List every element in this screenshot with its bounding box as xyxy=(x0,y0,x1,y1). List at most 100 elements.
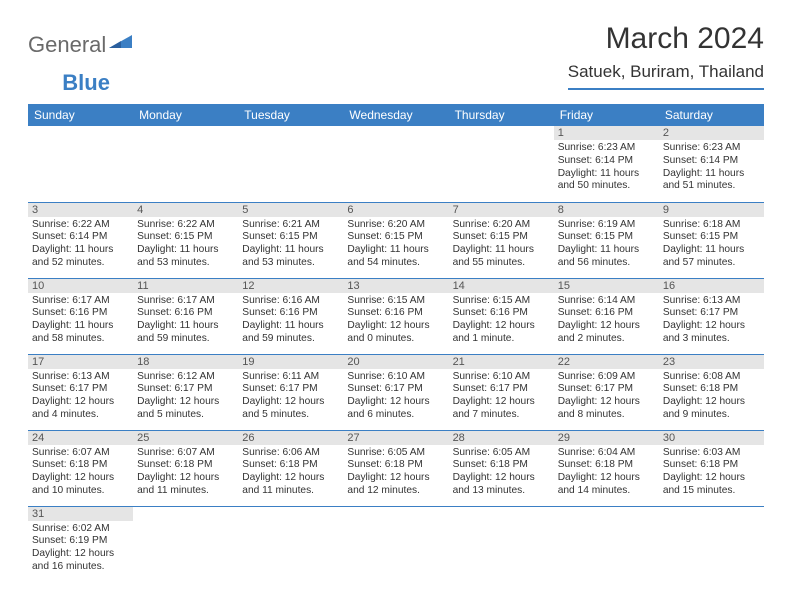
day-details: Sunrise: 6:04 AMSunset: 6:18 PMDaylight:… xyxy=(554,445,659,502)
calendar-cell: 7Sunrise: 6:20 AMSunset: 6:15 PMDaylight… xyxy=(449,202,554,278)
daylight-text: Daylight: 12 hours and 5 minutes. xyxy=(137,396,234,422)
sunset-text: Sunset: 6:16 PM xyxy=(558,307,655,320)
calendar-cell xyxy=(659,506,764,582)
day-details: Sunrise: 6:03 AMSunset: 6:18 PMDaylight:… xyxy=(659,445,764,502)
daylight-text: Daylight: 12 hours and 8 minutes. xyxy=(558,396,655,422)
sunset-text: Sunset: 6:16 PM xyxy=(32,307,129,320)
day-number: 12 xyxy=(238,279,343,293)
day-details: Sunrise: 6:05 AMSunset: 6:18 PMDaylight:… xyxy=(449,445,554,502)
sunset-text: Sunset: 6:15 PM xyxy=(453,231,550,244)
day-details: Sunrise: 6:20 AMSunset: 6:15 PMDaylight:… xyxy=(449,217,554,274)
sunrise-text: Sunrise: 6:02 AM xyxy=(32,523,129,536)
calendar-page: General March 2024 Satuek, Buriram, Thai… xyxy=(0,0,792,604)
sunrise-text: Sunrise: 6:04 AM xyxy=(558,447,655,460)
daylight-text: Daylight: 12 hours and 7 minutes. xyxy=(453,396,550,422)
weekday-header-row: Sunday Monday Tuesday Wednesday Thursday… xyxy=(28,104,764,126)
calendar-cell: 4Sunrise: 6:22 AMSunset: 6:15 PMDaylight… xyxy=(133,202,238,278)
day-details: Sunrise: 6:17 AMSunset: 6:16 PMDaylight:… xyxy=(28,293,133,350)
day-number: 23 xyxy=(659,355,764,369)
daylight-text: Daylight: 11 hours and 50 minutes. xyxy=(558,168,655,194)
daylight-text: Daylight: 12 hours and 11 minutes. xyxy=(137,472,234,498)
day-number: 13 xyxy=(343,279,448,293)
calendar-cell: 25Sunrise: 6:07 AMSunset: 6:18 PMDayligh… xyxy=(133,430,238,506)
day-number: 29 xyxy=(554,431,659,445)
calendar-cell: 9Sunrise: 6:18 AMSunset: 6:15 PMDaylight… xyxy=(659,202,764,278)
sunset-text: Sunset: 6:17 PM xyxy=(558,383,655,396)
sunrise-text: Sunrise: 6:15 AM xyxy=(347,295,444,308)
day-details: Sunrise: 6:11 AMSunset: 6:17 PMDaylight:… xyxy=(238,369,343,426)
daylight-text: Daylight: 11 hours and 59 minutes. xyxy=(242,320,339,346)
calendar-row: 1Sunrise: 6:23 AMSunset: 6:14 PMDaylight… xyxy=(28,126,764,202)
day-number: 30 xyxy=(659,431,764,445)
daylight-text: Daylight: 12 hours and 16 minutes. xyxy=(32,548,129,574)
day-number: 1 xyxy=(554,126,659,140)
flag-icon xyxy=(108,32,134,58)
calendar-row: 3Sunrise: 6:22 AMSunset: 6:14 PMDaylight… xyxy=(28,202,764,278)
logo-text-blue: Blue xyxy=(62,70,110,96)
day-details: Sunrise: 6:15 AMSunset: 6:16 PMDaylight:… xyxy=(343,293,448,350)
day-details: Sunrise: 6:08 AMSunset: 6:18 PMDaylight:… xyxy=(659,369,764,426)
day-details: Sunrise: 6:14 AMSunset: 6:16 PMDaylight:… xyxy=(554,293,659,350)
logo-text-general: General xyxy=(28,32,106,58)
sunrise-text: Sunrise: 6:21 AM xyxy=(242,219,339,232)
day-number: 27 xyxy=(343,431,448,445)
col-tuesday: Tuesday xyxy=(238,104,343,126)
calendar-cell: 20Sunrise: 6:10 AMSunset: 6:17 PMDayligh… xyxy=(343,354,448,430)
sunrise-text: Sunrise: 6:06 AM xyxy=(242,447,339,460)
calendar-cell xyxy=(28,126,133,202)
col-wednesday: Wednesday xyxy=(343,104,448,126)
day-details: Sunrise: 6:19 AMSunset: 6:15 PMDaylight:… xyxy=(554,217,659,274)
day-number: 20 xyxy=(343,355,448,369)
daylight-text: Daylight: 11 hours and 51 minutes. xyxy=(663,168,760,194)
day-number: 19 xyxy=(238,355,343,369)
calendar-cell xyxy=(133,506,238,582)
day-details: Sunrise: 6:17 AMSunset: 6:16 PMDaylight:… xyxy=(133,293,238,350)
daylight-text: Daylight: 11 hours and 55 minutes. xyxy=(453,244,550,270)
day-details: Sunrise: 6:23 AMSunset: 6:14 PMDaylight:… xyxy=(659,140,764,197)
day-number: 24 xyxy=(28,431,133,445)
sunrise-text: Sunrise: 6:23 AM xyxy=(663,142,760,155)
calendar-cell xyxy=(343,506,448,582)
sunset-text: Sunset: 6:14 PM xyxy=(663,155,760,168)
daylight-text: Daylight: 12 hours and 13 minutes. xyxy=(453,472,550,498)
calendar-cell: 19Sunrise: 6:11 AMSunset: 6:17 PMDayligh… xyxy=(238,354,343,430)
calendar-cell: 6Sunrise: 6:20 AMSunset: 6:15 PMDaylight… xyxy=(343,202,448,278)
sunrise-text: Sunrise: 6:12 AM xyxy=(137,371,234,384)
calendar-cell: 24Sunrise: 6:07 AMSunset: 6:18 PMDayligh… xyxy=(28,430,133,506)
col-friday: Friday xyxy=(554,104,659,126)
daylight-text: Daylight: 11 hours and 52 minutes. xyxy=(32,244,129,270)
sunset-text: Sunset: 6:15 PM xyxy=(558,231,655,244)
calendar-cell xyxy=(449,506,554,582)
sunset-text: Sunset: 6:18 PM xyxy=(32,459,129,472)
sunrise-text: Sunrise: 6:19 AM xyxy=(558,219,655,232)
day-details: Sunrise: 6:12 AMSunset: 6:17 PMDaylight:… xyxy=(133,369,238,426)
sunset-text: Sunset: 6:17 PM xyxy=(347,383,444,396)
day-number: 5 xyxy=(238,203,343,217)
day-number: 31 xyxy=(28,507,133,521)
daylight-text: Daylight: 12 hours and 14 minutes. xyxy=(558,472,655,498)
day-details: Sunrise: 6:21 AMSunset: 6:15 PMDaylight:… xyxy=(238,217,343,274)
day-number: 2 xyxy=(659,126,764,140)
daylight-text: Daylight: 11 hours and 59 minutes. xyxy=(137,320,234,346)
col-saturday: Saturday xyxy=(659,104,764,126)
sunset-text: Sunset: 6:18 PM xyxy=(663,383,760,396)
sunset-text: Sunset: 6:14 PM xyxy=(558,155,655,168)
day-number: 26 xyxy=(238,431,343,445)
day-details: Sunrise: 6:18 AMSunset: 6:15 PMDaylight:… xyxy=(659,217,764,274)
sunrise-text: Sunrise: 6:18 AM xyxy=(663,219,760,232)
calendar-cell: 11Sunrise: 6:17 AMSunset: 6:16 PMDayligh… xyxy=(133,278,238,354)
sunrise-text: Sunrise: 6:23 AM xyxy=(558,142,655,155)
calendar-cell xyxy=(343,126,448,202)
title-block: March 2024 Satuek, Buriram, Thailand xyxy=(568,22,764,90)
sunset-text: Sunset: 6:14 PM xyxy=(32,231,129,244)
month-title: March 2024 xyxy=(568,22,764,56)
sunset-text: Sunset: 6:15 PM xyxy=(663,231,760,244)
col-thursday: Thursday xyxy=(449,104,554,126)
daylight-text: Daylight: 12 hours and 3 minutes. xyxy=(663,320,760,346)
day-details: Sunrise: 6:22 AMSunset: 6:15 PMDaylight:… xyxy=(133,217,238,274)
sunrise-text: Sunrise: 6:16 AM xyxy=(242,295,339,308)
calendar-cell: 21Sunrise: 6:10 AMSunset: 6:17 PMDayligh… xyxy=(449,354,554,430)
calendar-cell: 3Sunrise: 6:22 AMSunset: 6:14 PMDaylight… xyxy=(28,202,133,278)
day-number: 16 xyxy=(659,279,764,293)
calendar-cell xyxy=(133,126,238,202)
